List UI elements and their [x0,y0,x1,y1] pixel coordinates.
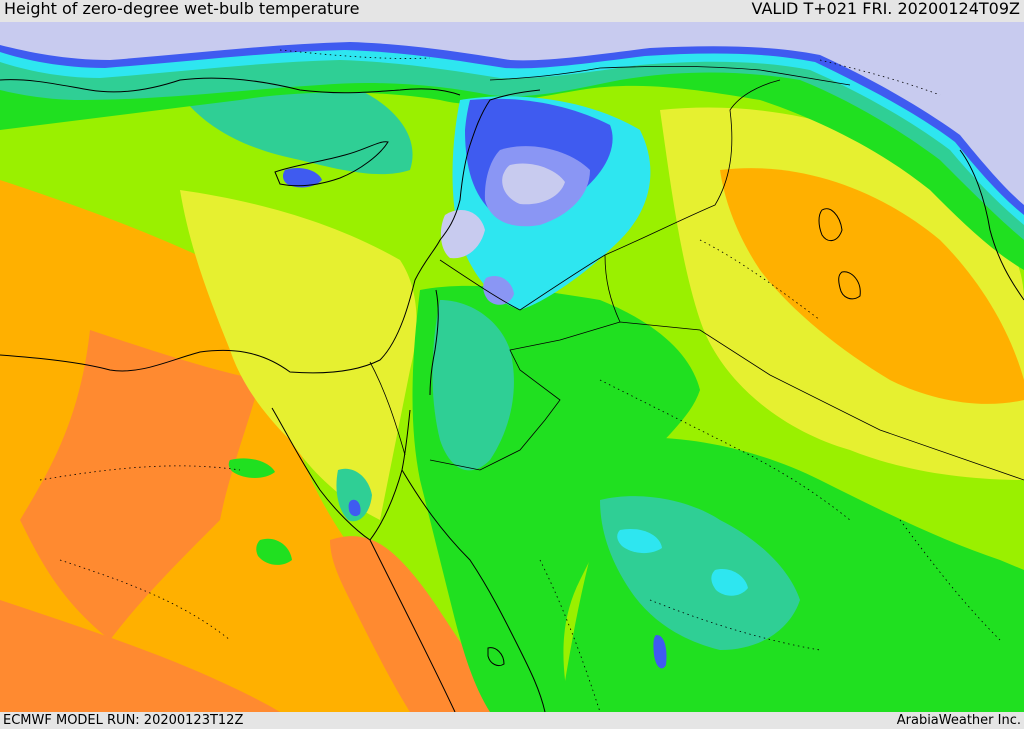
field-redsea-warm [330,536,530,712]
field-egypt-darkorange [20,330,260,640]
model-run: ECMWF MODEL RUN: 20200123T12Z [3,713,244,728]
map-canvas [0,22,1024,712]
field-north-below-freezing [0,22,1024,205]
field-cyprus-blue [282,168,322,188]
field-sinai-yellow [180,190,417,520]
field-teal-levant [432,300,514,471]
coastline-east [959,149,1024,301]
field-blue-south [653,634,667,669]
field-egypt-green-2 [256,538,292,565]
coastline-turkey [0,77,461,96]
field-cyan-south2 [617,528,662,554]
credit-text: ArabiaWeather Inc. [896,713,1021,728]
field-jordan-blue [483,275,514,305]
island-redsea [487,647,505,667]
field-levant-pale [502,163,565,205]
field-east-orange [720,168,1024,404]
field-sinai-blue [348,499,361,517]
forecast-map [0,22,1024,712]
field-sinai-teal [336,468,372,522]
map-footer: ECMWF MODEL RUN: 20200123T12Z ArabiaWeat… [0,712,1024,729]
coastline-redsea [271,407,546,712]
border-jordan-saudi [429,321,1024,481]
map-header: Height of zero-degree wet-bulb temperatu… [0,0,1024,22]
field-egypt-green-1 [228,458,275,478]
coastline-cyprus [274,141,389,187]
field-cyan-south [711,569,748,596]
coastline-deadsea [429,289,439,396]
field-north-teal [0,22,1024,240]
lake-east-2 [838,271,861,300]
field-egypt-orange-south [0,600,280,712]
coastline-levant [0,89,541,374]
admin-dotted-lines [39,49,1001,712]
border-egypt-israel [369,361,406,456]
lake-east-1 [818,208,843,242]
map-title: Height of zero-degree wet-bulb temperatu… [4,0,360,18]
valid-time: VALID T+021 FRI. 20200124T09Z [751,0,1020,18]
field-north-green [0,40,1024,270]
border-syria-jordan [439,254,606,311]
border-iraq-syria [489,65,851,323]
